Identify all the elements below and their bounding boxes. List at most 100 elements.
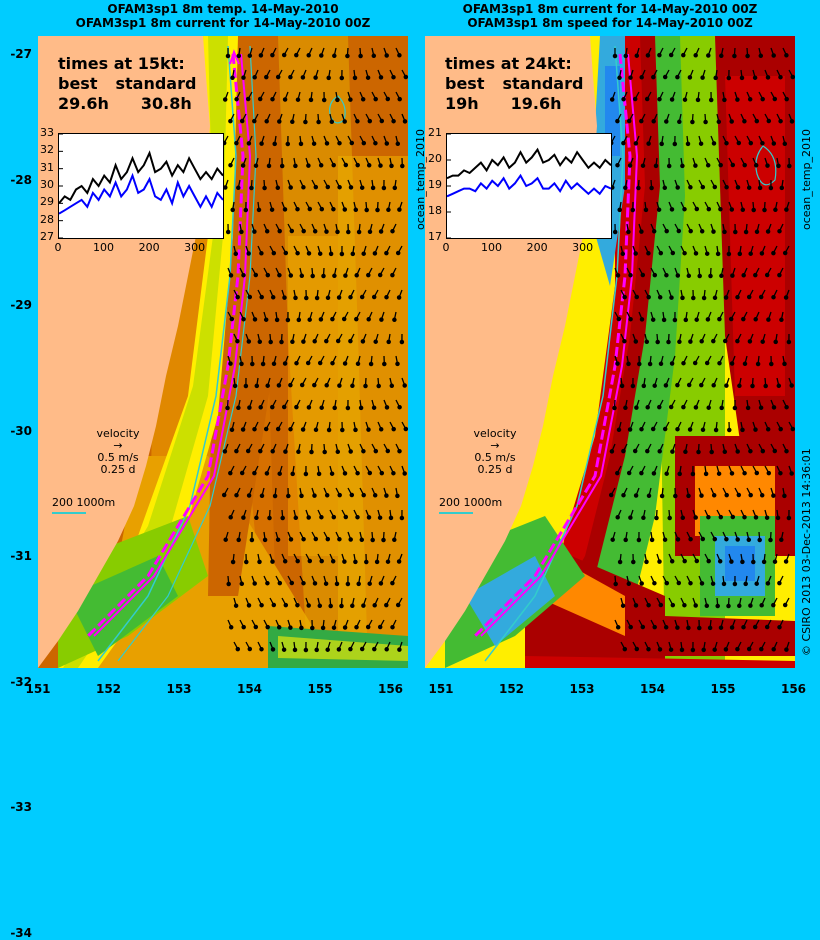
velocity-arrow-head <box>645 560 648 563</box>
velocity-arrow-head <box>393 318 396 321</box>
velocity-arrow-head <box>749 494 752 497</box>
velocity-arrow-head <box>647 296 650 299</box>
velocity-arrow-head <box>314 428 317 431</box>
velocity-arrow-head <box>349 648 352 651</box>
velocity-arrow-head <box>385 142 388 145</box>
velocity-arrow-head <box>242 318 245 321</box>
velocity-arrow-head <box>226 406 229 409</box>
velocity-arrow-head <box>754 516 757 519</box>
velocity-arrow-head <box>770 362 773 365</box>
velocity-arrow-head <box>289 626 292 629</box>
velocity-arrow-head <box>362 252 365 255</box>
velocity-arrow-head <box>713 494 716 497</box>
velocity-arrow-head <box>737 493 740 496</box>
velocity-arrow-head <box>361 186 364 189</box>
velocity-arrow-head <box>266 274 269 277</box>
velocity-arrow-head <box>785 450 788 453</box>
velocity-arrow-head <box>759 186 762 189</box>
velocity-arrow-head <box>718 472 721 475</box>
velocity-arrow-head <box>404 427 407 430</box>
velocity-arrow-head <box>325 142 328 145</box>
right-title-line2: OFAM3sp1 8m speed for 14-May-2010 00Z <box>425 16 795 30</box>
velocity-arrow-head <box>367 318 370 321</box>
x-tick-label: 156 <box>376 682 406 696</box>
x-tick-label: 153 <box>164 682 194 696</box>
velocity-arrow-head <box>293 648 296 651</box>
velocity-arrow-head <box>640 428 643 431</box>
velocity-arrow-head <box>694 54 697 57</box>
velocity-arrow-head <box>687 494 690 497</box>
velocity-arrow-head <box>251 362 254 365</box>
velocity-arrow-head <box>678 120 681 123</box>
velocity-arrow-head <box>772 406 775 409</box>
velocity-arrow-head <box>230 626 233 629</box>
velocity-arrow-head <box>240 230 243 233</box>
velocity-arrow-head <box>774 208 777 211</box>
inset-y-tick-label: 29 <box>32 195 54 208</box>
velocity-arrow-head <box>668 516 671 519</box>
velocity-arrow-head <box>297 450 300 453</box>
left-legend-time: 0.25 d <box>78 464 158 476</box>
velocity-arrow-head <box>383 362 386 365</box>
velocity-arrow-head <box>747 406 750 409</box>
velocity-arrow-head <box>682 54 685 57</box>
velocity-arrow-head <box>743 362 746 365</box>
velocity-arrow-head <box>760 295 763 298</box>
velocity-arrow-head <box>253 472 256 475</box>
y-tick-label: -31 <box>2 549 32 563</box>
velocity-arrow-head <box>331 362 334 365</box>
velocity-arrow-head <box>776 516 779 519</box>
velocity-arrow-head <box>681 296 684 299</box>
velocity-arrow-head <box>647 142 650 145</box>
right-title: OFAM3sp1 8m current for 14-May-2010 00Z … <box>425 2 795 30</box>
velocity-arrow-head <box>344 163 347 166</box>
velocity-arrow-head <box>269 340 272 343</box>
velocity-arrow-head <box>330 252 333 255</box>
velocity-arrow-head <box>755 582 758 585</box>
velocity-arrow-head <box>787 516 790 519</box>
velocity-arrow-head <box>317 120 320 123</box>
velocity-arrow-head <box>695 318 698 321</box>
velocity-arrow-head <box>227 582 230 585</box>
inset-y-tick-label: 33 <box>32 126 54 139</box>
left-side-label: ocean_temp_2010 <box>414 129 427 230</box>
velocity-arrow-head <box>725 494 728 497</box>
velocity-arrow-head <box>253 230 256 233</box>
velocity-arrow-head <box>314 537 317 540</box>
velocity-arrow-head <box>618 208 621 211</box>
velocity-arrow-head <box>790 472 793 475</box>
velocity-arrow-head <box>725 384 728 387</box>
velocity-arrow-head <box>742 274 745 277</box>
velocity-arrow-head <box>725 186 728 189</box>
velocity-arrow-head <box>356 164 359 167</box>
velocity-arrow-head <box>397 603 400 606</box>
velocity-arrow-head <box>237 186 240 189</box>
velocity-arrow-head <box>235 142 238 145</box>
velocity-arrow-head <box>373 406 376 409</box>
velocity-arrow-head <box>316 296 319 299</box>
velocity-arrow-head <box>346 582 349 585</box>
velocity-arrow-head <box>642 384 645 387</box>
velocity-arrow-head <box>743 472 746 475</box>
velocity-arrow-head <box>245 560 248 563</box>
velocity-arrow-head <box>712 142 715 145</box>
velocity-arrow-head <box>337 339 340 342</box>
left-best-value: 29.6h <box>58 94 109 114</box>
velocity-arrow-head <box>349 450 352 453</box>
velocity-arrow-head <box>774 340 777 343</box>
velocity-arrow-head <box>617 428 620 431</box>
velocity-arrow-head <box>680 648 683 651</box>
left-standard-value: 30.8h <box>141 94 192 114</box>
velocity-arrow-head <box>622 98 625 101</box>
velocity-arrow-head <box>736 340 739 343</box>
velocity-arrow-head <box>691 472 694 475</box>
velocity-arrow-head <box>701 186 704 189</box>
velocity-arrow-head <box>356 120 359 123</box>
velocity-arrow-head <box>709 626 712 629</box>
velocity-arrow-head <box>223 493 226 496</box>
velocity-arrow-head <box>338 186 341 189</box>
velocity-arrow-head <box>278 582 281 585</box>
velocity-arrow-head <box>720 274 723 277</box>
velocity-arrow-head <box>779 428 782 431</box>
velocity-arrow-head <box>778 626 781 629</box>
